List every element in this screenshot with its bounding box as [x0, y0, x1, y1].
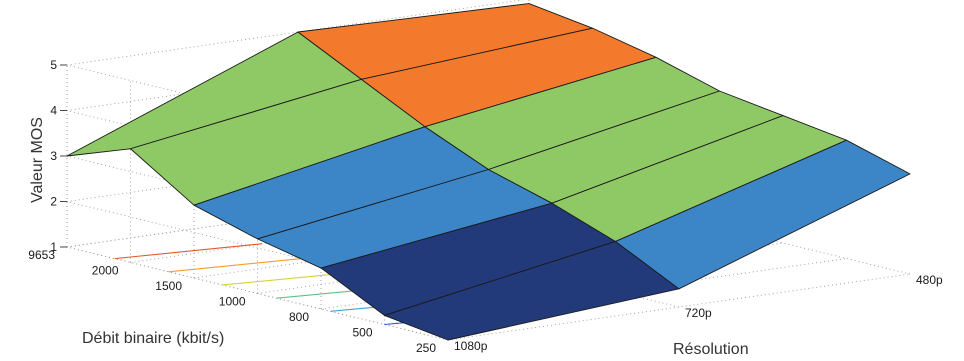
contour-line	[168, 257, 310, 273]
z-tick-label: 5	[50, 58, 57, 72]
y-tick-label: 9653	[28, 248, 55, 262]
z-tick-label: 2	[50, 195, 57, 209]
z-tick-label: 3	[50, 149, 57, 163]
x-tick-label: 480p	[916, 273, 943, 287]
contour-line	[114, 243, 263, 260]
y-tick-label: 500	[352, 326, 372, 340]
surface-patch	[615, 139, 911, 290]
surface-plot	[66, 3, 911, 341]
z-tick-label: 4	[50, 104, 57, 118]
y-tick-label: 1500	[155, 279, 182, 293]
y-tick-label: 250	[416, 341, 436, 355]
y-tick-label: 1000	[219, 295, 246, 309]
x-tick-label: 720p	[685, 306, 712, 320]
x-axis-label: Résolution	[673, 341, 749, 358]
z-tick-label: 1	[50, 240, 57, 254]
grid-line	[447, 273, 911, 341]
z-axis-label: Valeur MOS	[29, 117, 46, 203]
y-tick-label: 2000	[92, 264, 119, 278]
y-tick-label: 800	[289, 310, 309, 324]
grid-line	[384, 258, 847, 325]
axis-ticks: 1 2 3 4 5 250 500 800 1000 1500 2000 9653 1080p 720p 4…	[28, 58, 943, 355]
y-axis-label: Débit binaire (kbit/s)	[82, 330, 224, 347]
x-tick-label: 1080p	[454, 339, 488, 353]
